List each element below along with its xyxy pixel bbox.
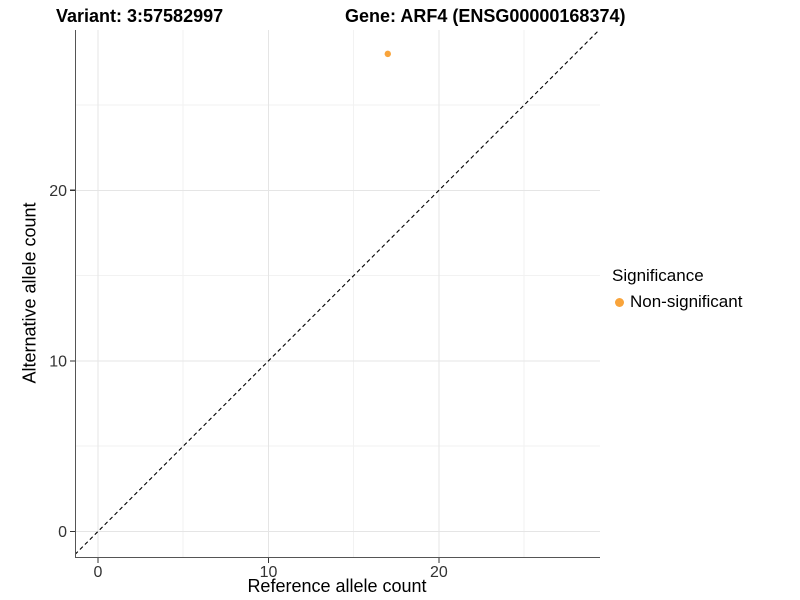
legend-item: Non-significant <box>615 292 742 312</box>
data-point <box>384 50 391 58</box>
x-tick-label: 20 <box>430 564 448 581</box>
identity-dashed-line <box>75 30 600 555</box>
y-tick-label: 20 <box>49 183 67 200</box>
y-tick-label: 10 <box>49 353 67 370</box>
legend-item-label: Non-significant <box>630 292 743 311</box>
legend: Significance Non-significant <box>612 266 742 312</box>
x-axis-title: Reference allele count <box>247 576 427 596</box>
gene-title: Gene: ARF4 (ENSG00000168374) <box>345 6 626 26</box>
y-axis-title: Alternative allele count <box>19 202 40 384</box>
y-tick-label: 0 <box>58 524 67 541</box>
legend-title: Significance <box>612 266 704 285</box>
x-tick-label: 10 <box>260 564 278 581</box>
legend-point-icon <box>615 297 624 307</box>
variant-title: Variant: 3:57582997 <box>56 6 224 26</box>
x-tick-label: 0 <box>94 564 103 581</box>
